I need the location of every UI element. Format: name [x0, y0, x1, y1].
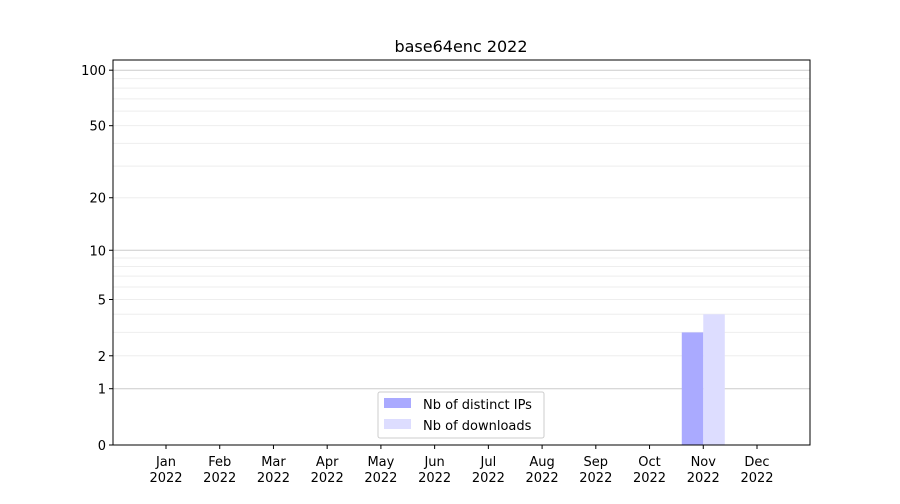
x-tick-label: Dec 2022 [740, 455, 773, 486]
legend-swatch-downloads [384, 419, 411, 429]
y-tick-label: 1 [98, 383, 106, 398]
x-tick-label: Feb 2022 [203, 455, 236, 486]
y-tick-label: 5 [98, 293, 106, 308]
x-tick-label: Apr 2022 [311, 455, 344, 486]
x-tick-label: May 2022 [364, 455, 397, 486]
x-tick-label: Mar 2022 [257, 455, 290, 486]
x-tick-label: Jan 2022 [149, 455, 182, 486]
legend-swatch-ips [384, 398, 411, 408]
y-tick-label: 2 [98, 350, 106, 365]
plot-frame [112, 59, 811, 446]
legend-label-downloads: Nb of downloads [423, 419, 532, 434]
chart-title: base64enc 2022 [394, 37, 527, 56]
bar-downloads [703, 314, 725, 445]
y-tick-label: 0 [98, 439, 106, 454]
x-tick-label: Oct 2022 [633, 455, 666, 486]
x-tick-label: Sep 2022 [579, 455, 612, 486]
x-tick-label: Jun 2022 [418, 455, 451, 486]
legend-label-ips: Nb of distinct IPs [423, 398, 532, 413]
bar-distinct-ips [681, 332, 704, 445]
legend: Nb of distinct IPs Nb of downloads [377, 391, 545, 439]
x-tick-label: Nov 2022 [687, 455, 720, 486]
y-tick-label: 20 [89, 192, 106, 207]
y-tick-label: 100 [81, 64, 106, 79]
x-tick-label: Jul 2022 [472, 455, 505, 486]
y-tick-label: 10 [89, 244, 106, 259]
y-tick-label: 50 [89, 120, 106, 135]
x-tick-label: Aug 2022 [526, 455, 559, 486]
